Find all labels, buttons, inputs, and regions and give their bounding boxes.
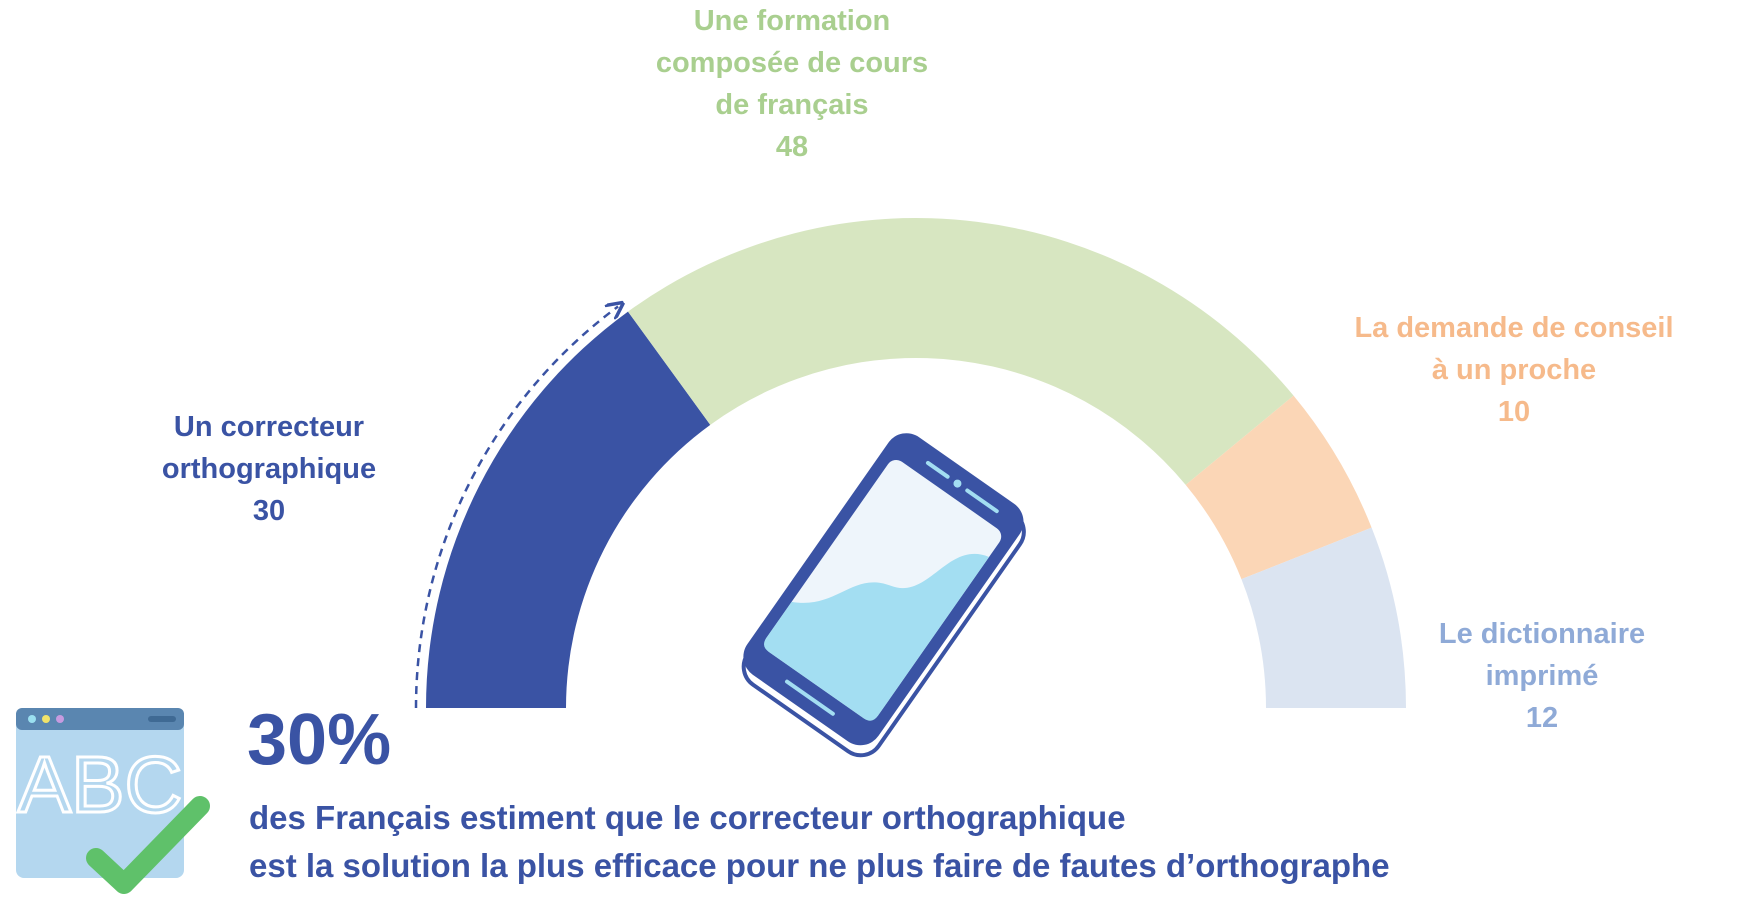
segment [627, 217, 1294, 485]
segment [1185, 395, 1372, 580]
icon-text: ABC [18, 740, 183, 829]
segment-label: Un correcteur orthographique 30 [129, 406, 409, 532]
segment [426, 311, 711, 708]
value-label: 48 [775, 131, 809, 163]
caption-line: des Français estiment que le correcteur … [249, 799, 1126, 836]
value-label: 10 [1497, 396, 1531, 428]
segment-label: La demande de conseil à un proche 10 [1354, 307, 1674, 433]
phone-icon [741, 433, 1026, 758]
segment-label: Une formation composée de cours de franç… [642, 0, 942, 168]
category-name: La demande de conseil à un proche [1354, 312, 1674, 386]
segment [1241, 527, 1406, 708]
value-label: 12 [1525, 702, 1559, 734]
caption-line: est la solution la plus efficace pour ne… [249, 847, 1390, 884]
category-name: Une formation composée de cours de franç… [655, 5, 929, 121]
segment-label: Le dictionnaire imprimé 12 [1412, 613, 1672, 739]
segments [426, 217, 1406, 708]
headline: 30% [247, 700, 392, 780]
value-label: 30 [252, 495, 286, 527]
abc-icon: ABC [16, 708, 210, 894]
category-name: Le dictionnaire imprimé [1438, 618, 1646, 692]
category-name: Un correcteur orthographique [161, 411, 377, 485]
